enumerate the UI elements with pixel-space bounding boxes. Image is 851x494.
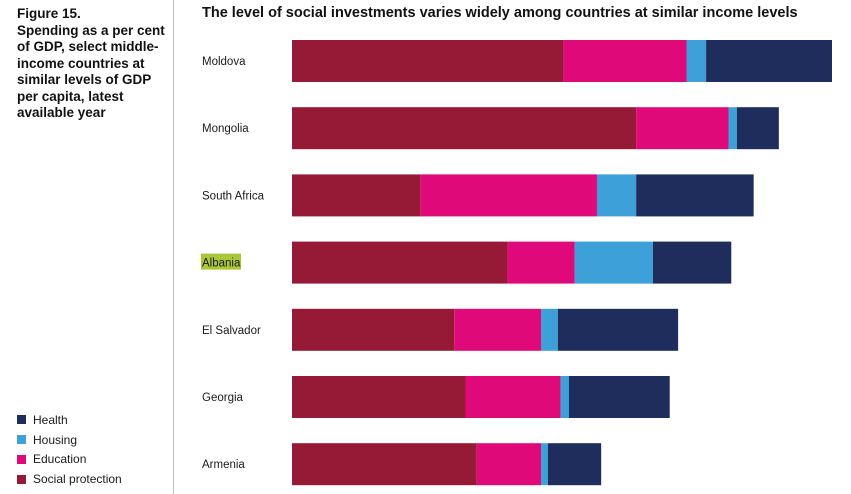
bar-mongolia-social-protection — [292, 107, 637, 150]
bar-south-africa-social-protection — [292, 174, 421, 217]
legend-swatch — [17, 474, 26, 484]
figure-info-panel: Figure 15. Spending as a per cent of GDP… — [0, 0, 174, 494]
legend-swatch — [17, 415, 26, 425]
category-label-south-africa: South Africa — [202, 190, 265, 202]
legend-swatch — [17, 454, 26, 464]
legend-label: Health — [33, 412, 68, 427]
bar-armenia-housing — [541, 443, 549, 486]
highlight-marker — [201, 253, 241, 270]
category-label-moldova: Moldova — [202, 56, 246, 68]
bar-moldova-education — [563, 40, 687, 82]
category-label-armenia: Armenia — [202, 459, 245, 471]
bar-moldova-housing — [686, 40, 707, 82]
bar-albania-housing — [574, 241, 653, 284]
bar-albania-education — [507, 241, 575, 284]
bar-south-africa-housing — [596, 174, 637, 217]
bar-armenia-health — [548, 443, 602, 486]
bar-armenia-social-protection — [292, 443, 477, 486]
legend-swatch — [17, 435, 26, 445]
bar-georgia-social-protection — [292, 376, 466, 418]
bar-south-africa-health — [636, 174, 754, 217]
legend-label: Social protection — [33, 472, 122, 487]
bar-albania-social-protection — [292, 241, 508, 284]
legend-item-education: Education — [17, 450, 122, 470]
chart-legend: Health Housing Education Social protection — [17, 410, 122, 489]
figure-label: Figure 15. Spending as a per cent of GDP… — [17, 6, 167, 122]
bar-georgia-health — [568, 376, 670, 418]
legend-item-housing: Housing — [17, 430, 122, 450]
bar-el-salvador-education — [454, 308, 542, 351]
category-label-albania: Albania — [202, 258, 241, 270]
category-label-georgia: Georgia — [202, 392, 244, 404]
legend-label: Education — [33, 452, 87, 467]
figure-label-text: Figure 15. Spending as a per cent of GDP… — [17, 6, 165, 120]
bar-georgia-housing — [560, 376, 569, 418]
legend-label: Housing — [33, 432, 78, 447]
bar-mongolia-health — [736, 107, 779, 150]
category-label-mongolia: Mongolia — [202, 123, 249, 135]
bar-mongolia-housing — [728, 107, 737, 150]
bar-mongolia-education — [636, 107, 729, 150]
legend-item-health: Health — [17, 410, 122, 430]
bar-moldova-social-protection — [292, 40, 564, 82]
chart-title: The level of social investments varies w… — [202, 5, 798, 21]
category-label-el-salvador: El Salvador — [202, 325, 261, 337]
legend-item-social-protection: Social protection — [17, 469, 122, 489]
bar-albania-health — [652, 241, 732, 284]
bar-georgia-education — [465, 376, 561, 418]
bar-moldova-health — [706, 40, 832, 82]
bar-el-salvador-social-protection — [292, 308, 455, 351]
bar-armenia-education — [476, 443, 542, 486]
stacked-bar-chart: Moldova Mongolia South Africa Albania El Sal… — [201, 40, 832, 486]
bar-south-africa-education — [420, 174, 597, 217]
bar-el-salvador-housing — [541, 308, 558, 351]
bar-el-salvador-health — [557, 308, 679, 351]
